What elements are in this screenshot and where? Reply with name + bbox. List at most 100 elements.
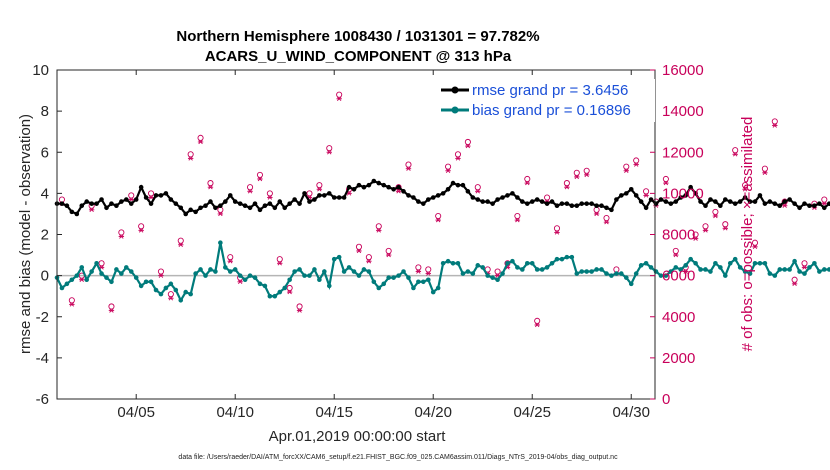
obs-possible-point: [316, 182, 323, 189]
rmse-point: [183, 211, 189, 217]
rmse-point: [148, 201, 154, 206]
bias-point: [807, 265, 812, 270]
obs-possible-point: [227, 254, 234, 261]
bias-point: [713, 260, 718, 266]
bias-point: [762, 260, 768, 266]
bias-point: [623, 275, 629, 280]
obs-assimilated-point: [633, 162, 639, 167]
bias-point: [708, 269, 713, 274]
bias-point: [584, 269, 589, 274]
bias-point: [163, 285, 169, 291]
rmse-point: [569, 203, 575, 209]
bias-point: [609, 273, 614, 278]
bias-point: [465, 269, 471, 274]
obs-assimilated-point: [702, 228, 709, 233]
bias-series-line: [56, 242, 830, 303]
rmse-point: [435, 193, 441, 198]
obs-possible-point: [603, 214, 610, 222]
plot-area: [54, 91, 830, 328]
rmse-point: [425, 197, 431, 202]
obs-assimilated-point: [405, 166, 412, 171]
bias-point: [74, 273, 80, 278]
bias-point: [396, 273, 401, 278]
obs-assimilated-point: [791, 281, 798, 287]
bias-point: [386, 275, 391, 280]
bias-point: [752, 260, 758, 266]
obs-assimilated-point: [88, 207, 95, 213]
obs-assimilated-point: [326, 150, 332, 155]
y-right-tick-label: 16000: [662, 62, 704, 79]
obs-possible-point: [108, 303, 115, 310]
bias-point: [193, 271, 198, 276]
bias-point: [475, 263, 481, 268]
bias-point: [564, 254, 570, 260]
y-tick-label: -2: [36, 309, 49, 326]
obs-possible-point: [791, 276, 798, 283]
bias-point: [277, 289, 283, 295]
obs-assimilated-point: [415, 269, 422, 274]
rmse-point: [237, 201, 243, 206]
rmse-point: [544, 201, 550, 206]
bias-point: [79, 265, 85, 270]
rmse-point: [371, 178, 377, 184]
rmse-point: [633, 193, 639, 198]
bias-point: [594, 267, 599, 272]
rmse-point: [579, 201, 585, 206]
rmse-point: [668, 201, 674, 206]
obs-possible-point: [385, 247, 392, 254]
rmse-point: [366, 182, 372, 188]
rmse-point: [777, 203, 783, 209]
bias-point: [124, 265, 129, 270]
obs-possible-point: [771, 118, 778, 125]
obs-possible-point: [454, 151, 462, 158]
obs-assimilated-point: [465, 143, 471, 149]
obs-assimilated-point: [207, 184, 214, 190]
bias-point: [421, 279, 426, 285]
rmse-point: [752, 199, 758, 204]
legend-bias-label: bias grand pr = 0.16896: [472, 102, 631, 119]
rmse-point: [361, 184, 367, 190]
obs-assimilated-point: [296, 308, 303, 313]
rmse-point: [767, 199, 773, 204]
y-right-tick-label: 8000: [662, 227, 695, 244]
bias-point: [772, 273, 778, 278]
obs-possible-point: [157, 268, 165, 275]
rmse-point: [722, 197, 728, 202]
obs-possible-point: [583, 167, 590, 174]
obs-possible-point: [98, 260, 105, 267]
rmse-point: [708, 197, 713, 202]
rmse-point: [277, 199, 283, 204]
obs-assimilated-point: [376, 228, 382, 233]
bias-point: [242, 277, 248, 283]
bias-point: [371, 279, 377, 285]
bias-point: [391, 275, 396, 280]
bias-point: [668, 269, 674, 274]
bias-point: [64, 281, 70, 287]
bias-point: [297, 267, 302, 272]
obs-assimilated-point: [435, 217, 441, 223]
obs-possible-point: [692, 231, 699, 238]
y-axis-label: rmse and bias (model - observation): [17, 114, 34, 354]
rmse-point: [807, 203, 812, 209]
bias-point: [401, 269, 406, 274]
bias-point: [227, 269, 233, 274]
obs-possible-point: [336, 91, 343, 98]
bias-point: [619, 271, 624, 276]
bias-point: [376, 285, 382, 291]
bias-point: [505, 260, 510, 266]
rmse-point: [787, 197, 792, 202]
rmse-point: [267, 201, 273, 206]
bias-point: [826, 267, 830, 272]
rmse-point: [718, 203, 723, 209]
obs-assimilated-point: [385, 252, 392, 258]
obs-assimilated-point: [732, 152, 738, 157]
bias-point: [500, 271, 505, 276]
rmse-point: [658, 197, 664, 202]
obs-assimilated-point: [286, 289, 293, 295]
rmse-point: [515, 195, 520, 200]
x-axis-label: Apr.01,2019 00:00:00 start: [269, 428, 447, 445]
obs-assimilated-point: [682, 269, 689, 274]
bias-point: [114, 267, 119, 272]
bias-point: [94, 260, 99, 266]
obs-possible-point: [177, 237, 184, 244]
